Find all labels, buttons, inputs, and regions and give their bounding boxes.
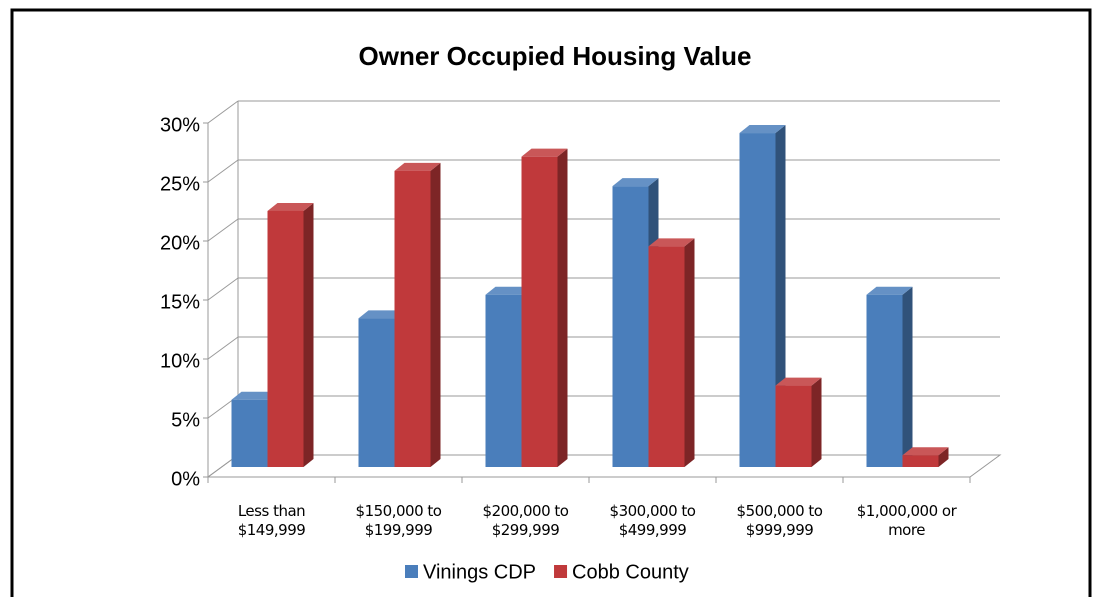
bar-top — [485, 286, 532, 295]
y-tick-label: 30% — [160, 114, 200, 136]
bar — [231, 399, 268, 467]
bar — [775, 385, 812, 467]
bar-side — [557, 148, 568, 467]
bar-top — [358, 310, 405, 319]
chart-title: Owner Occupied Housing Value — [359, 41, 752, 71]
bar — [485, 294, 522, 467]
bar — [394, 170, 431, 467]
bar-top — [612, 178, 659, 187]
legend-swatch — [554, 565, 568, 578]
bar-side — [811, 377, 822, 467]
bar — [902, 455, 939, 467]
legend-swatch — [405, 565, 418, 578]
bar-top — [267, 202, 314, 211]
bar-top — [866, 286, 913, 295]
x-tick-label: $500,000 to $999,999 — [736, 502, 823, 539]
bar — [521, 156, 558, 467]
y-tick-label: 25% — [160, 173, 200, 195]
legend-label: Vinings CDP — [423, 561, 536, 583]
bar-top — [739, 125, 786, 134]
x-tick-label: Less than $149,999 — [237, 502, 306, 539]
y-tick-label: 0% — [171, 468, 200, 490]
bar-top — [775, 377, 822, 386]
bar-top — [231, 391, 278, 400]
grid-line — [207, 336, 239, 360]
bar-side — [938, 447, 949, 467]
legend-label: Cobb County — [572, 561, 689, 583]
x-tick-label: $200,000 to $299,999 — [482, 502, 569, 539]
x-tick-label: $300,000 to $499,999 — [609, 502, 696, 539]
bar-top — [648, 238, 695, 247]
bar — [267, 210, 304, 467]
bar-side — [303, 202, 314, 467]
bar — [612, 186, 649, 467]
y-tick-label: 5% — [171, 409, 200, 431]
x-tick-label: $1,000,000 or more — [856, 502, 957, 539]
bar — [739, 133, 776, 467]
grid-line — [207, 100, 239, 124]
x-tick-label: $150,000 to $199,999 — [355, 502, 442, 539]
bar-top — [521, 148, 568, 157]
bar-top — [394, 162, 441, 171]
bar-side — [684, 238, 695, 467]
y-tick-label: 10% — [160, 350, 200, 372]
bar-side — [902, 286, 913, 467]
bar-top — [902, 447, 949, 456]
bar — [866, 294, 903, 467]
grid-line — [207, 159, 239, 183]
y-tick-label: 20% — [160, 232, 200, 254]
bar — [358, 318, 395, 467]
bar — [648, 246, 685, 467]
grid-line — [207, 218, 239, 242]
grid-line — [207, 277, 239, 301]
bar-side — [430, 162, 441, 467]
y-tick-label: 15% — [160, 291, 200, 313]
